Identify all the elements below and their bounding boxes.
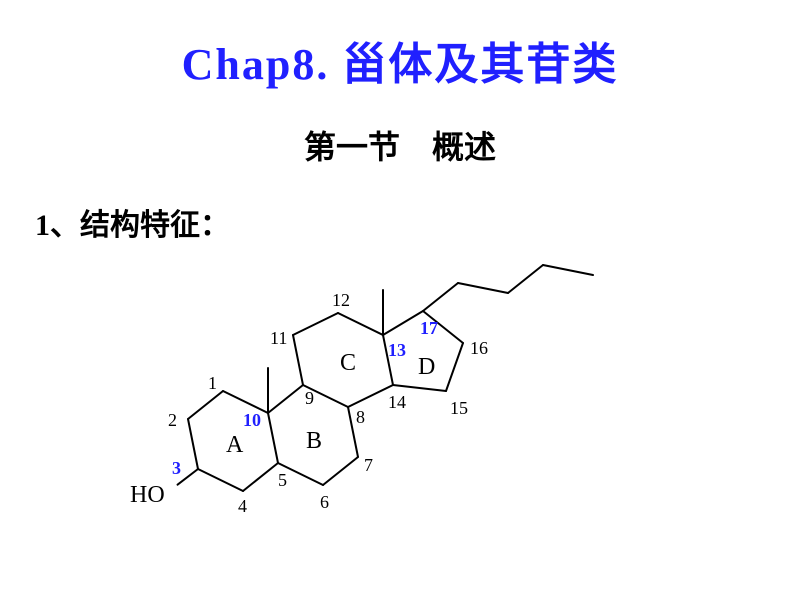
label: 9 bbox=[305, 388, 314, 409]
label: A bbox=[226, 432, 243, 459]
label: 5 bbox=[278, 470, 287, 491]
label: 11 bbox=[270, 328, 287, 349]
label: C bbox=[340, 350, 356, 377]
label: HO bbox=[130, 482, 165, 509]
label: 15 bbox=[450, 398, 468, 419]
label: 7 bbox=[364, 455, 373, 476]
chemical-structure-svg bbox=[130, 260, 690, 580]
label: 2 bbox=[168, 410, 177, 431]
label: B bbox=[306, 428, 322, 455]
steroid-structure-diagram: HO1234567891011121314151617ABCD bbox=[130, 260, 690, 580]
chapter-title: Chap8. 甾体及其苷类 bbox=[0, 28, 800, 92]
label: 17 bbox=[420, 318, 438, 339]
label: 8 bbox=[356, 407, 365, 428]
label: 6 bbox=[320, 492, 329, 513]
label: D bbox=[418, 354, 435, 381]
label: 10 bbox=[243, 410, 261, 431]
label: 12 bbox=[332, 290, 350, 311]
label: 14 bbox=[388, 392, 406, 413]
label: 1 bbox=[208, 373, 217, 394]
label: 13 bbox=[388, 340, 406, 361]
label: 3 bbox=[172, 458, 181, 479]
section-title: 第一节 概述 bbox=[0, 122, 800, 168]
label: 4 bbox=[238, 496, 247, 517]
label: 16 bbox=[470, 338, 488, 359]
subsection-heading: 1、结构特征： bbox=[35, 200, 800, 244]
